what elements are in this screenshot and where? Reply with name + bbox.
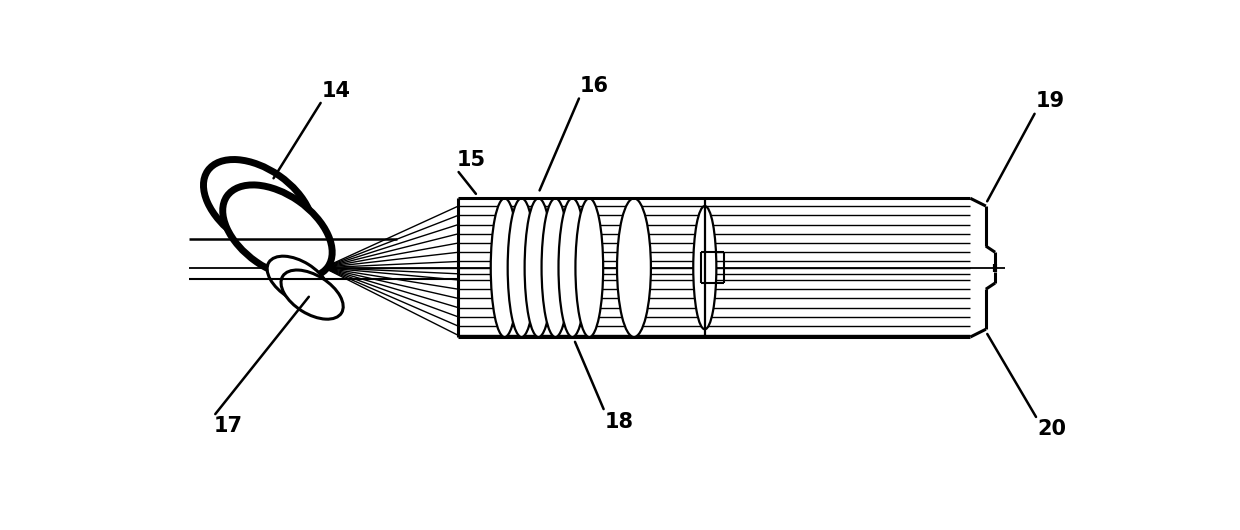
Ellipse shape [223,185,332,278]
Text: 17: 17 [213,416,243,436]
Text: 18: 18 [605,412,634,431]
Ellipse shape [542,198,569,337]
Text: 20: 20 [1038,419,1066,439]
Ellipse shape [491,198,518,337]
Ellipse shape [281,270,343,319]
Ellipse shape [525,198,552,337]
Ellipse shape [558,198,587,337]
Ellipse shape [203,160,312,253]
Ellipse shape [693,206,717,329]
Ellipse shape [267,256,330,305]
Text: 19: 19 [1035,91,1065,111]
Text: 16: 16 [580,76,609,96]
Text: 14: 14 [322,81,351,101]
Ellipse shape [575,198,603,337]
Ellipse shape [507,198,536,337]
Ellipse shape [618,198,651,337]
Text: 15: 15 [456,150,486,170]
